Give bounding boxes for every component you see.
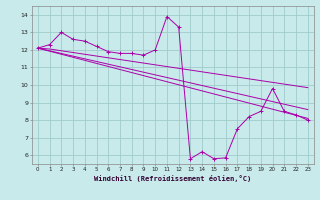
X-axis label: Windchill (Refroidissement éolien,°C): Windchill (Refroidissement éolien,°C) xyxy=(94,175,252,182)
